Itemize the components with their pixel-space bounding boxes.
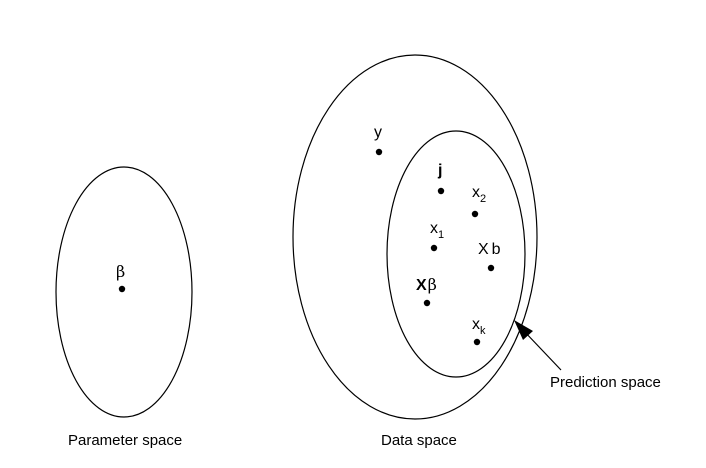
point-xb	[487, 264, 495, 272]
point-y-label: y	[374, 124, 382, 141]
point-x1	[430, 244, 438, 252]
point-x2	[471, 210, 479, 218]
point-xbeta	[423, 299, 431, 307]
parameter-space-caption: Parameter space	[68, 432, 182, 449]
prediction-space-caption: Prediction space	[550, 374, 661, 391]
data-space-group: Data space	[292, 54, 538, 449]
point-x1-subscript: 1	[438, 229, 444, 241]
data-space-ellipse	[292, 54, 538, 420]
point-xk-subscript: k	[480, 325, 486, 337]
point-y	[375, 148, 383, 156]
point-x1-label: x1	[430, 220, 444, 241]
data-space-caption: Data space	[381, 432, 457, 449]
parameter-space-ellipse	[55, 166, 193, 418]
prediction-space-pointer: Prediction space	[514, 320, 661, 391]
prediction-space-ellipse	[386, 130, 526, 378]
beta-label: β	[116, 262, 125, 281]
point-xbeta-label: Xβ	[416, 275, 437, 294]
point-j	[437, 187, 445, 195]
point-x2-label: x2	[472, 184, 486, 205]
point-j-label: j	[437, 162, 442, 179]
point-xk-label: xk	[472, 316, 486, 337]
point-x2-subscript: 2	[480, 193, 486, 205]
prediction-arrow-head-icon	[514, 320, 533, 340]
point-xk	[473, 338, 481, 346]
prediction-arrow-shaft	[522, 329, 562, 371]
beta-point	[118, 285, 126, 293]
parameter-space-group: β Parameter space	[55, 166, 193, 449]
